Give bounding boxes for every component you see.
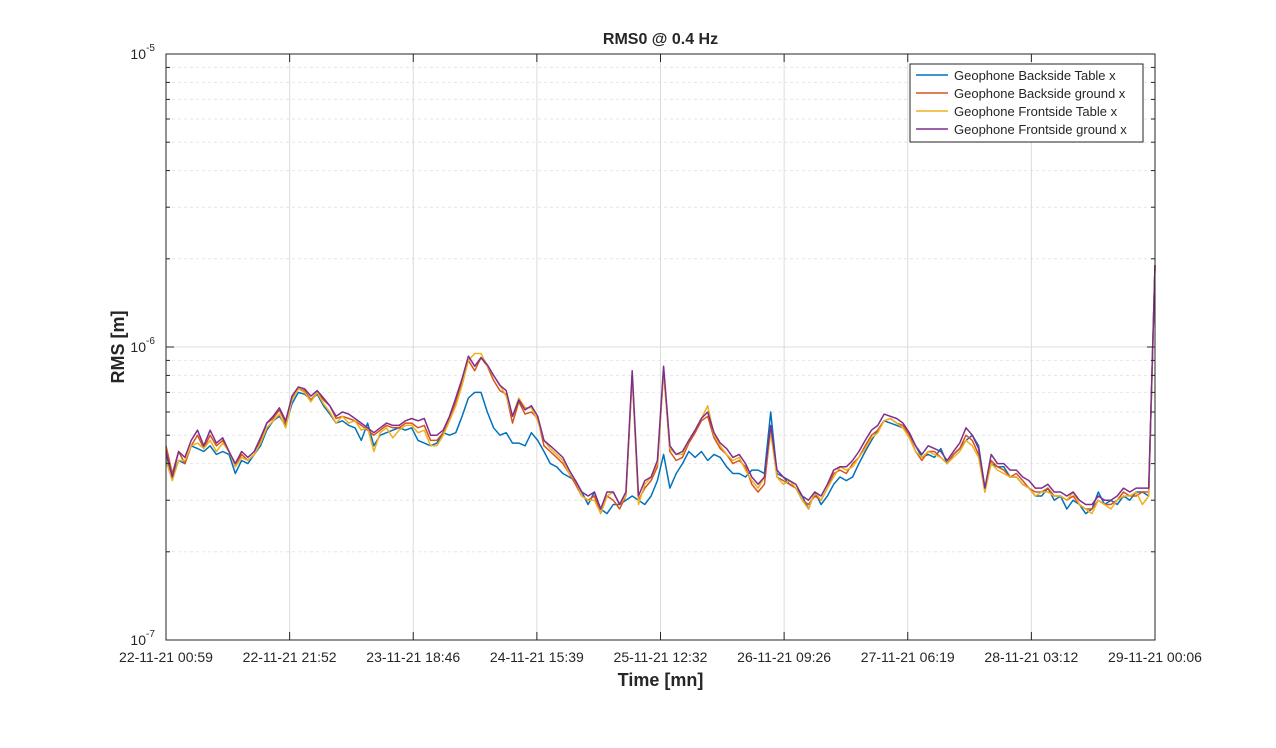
legend-entry: Geophone Backside Table x xyxy=(954,68,1116,83)
y-tick-base: 10 xyxy=(130,339,146,355)
chart-title: RMS0 @ 0.4 Hz xyxy=(603,31,718,48)
tick-layer: 10-710-610 -522-11-21 00:59 22-11-21 21:52… xyxy=(119,43,1202,665)
y-tick-label: 10 xyxy=(130,46,146,62)
legend: Geophone Backside Table x Geophone Backsi… xyxy=(909,63,1144,143)
x-tick-label: 26-11-21 09:26 xyxy=(737,649,831,665)
y-tick-base: 10 xyxy=(130,46,146,62)
y-axis-label: RMS [m] xyxy=(108,311,128,384)
legend-box xyxy=(909,63,1144,143)
x-tick-label: 23-11-21 18:46 xyxy=(366,649,460,665)
x-tick-label: 25-11-21 12:32 xyxy=(614,649,708,665)
series-layer xyxy=(165,265,1156,515)
y-tick-base: 10 xyxy=(130,632,146,648)
y-tick-label: 10 xyxy=(130,339,146,355)
x-tick-label: 24-11-21 15:39 xyxy=(490,649,584,665)
legend-entry: Geophone Frontside Table x xyxy=(954,104,1118,119)
legend-entry: Geophone Backside ground x xyxy=(954,86,1126,101)
y-tick-exponent: -5 xyxy=(146,43,155,54)
series-line-4 xyxy=(165,265,1156,510)
y-tick-exponent: -6 xyxy=(146,336,155,347)
x-tick-label: 22-11-21 21:52 xyxy=(243,649,337,665)
grid-layer xyxy=(166,54,1155,641)
x-axis-label: Time [mn] xyxy=(618,670,704,690)
y-tick-label: 10 xyxy=(130,632,146,648)
x-tick-label: 22-11-21 00:59 xyxy=(119,649,213,665)
y-tick-exponent: -7 xyxy=(146,629,155,640)
legend-entry: Geophone Frontside ground x xyxy=(954,122,1127,137)
x-tick-label: 28-11-21 03:12 xyxy=(984,649,1078,665)
x-tick-label: 27-11-21 06:19 xyxy=(861,649,955,665)
x-tick-label: 29-11-21 00:06 xyxy=(1108,649,1202,665)
